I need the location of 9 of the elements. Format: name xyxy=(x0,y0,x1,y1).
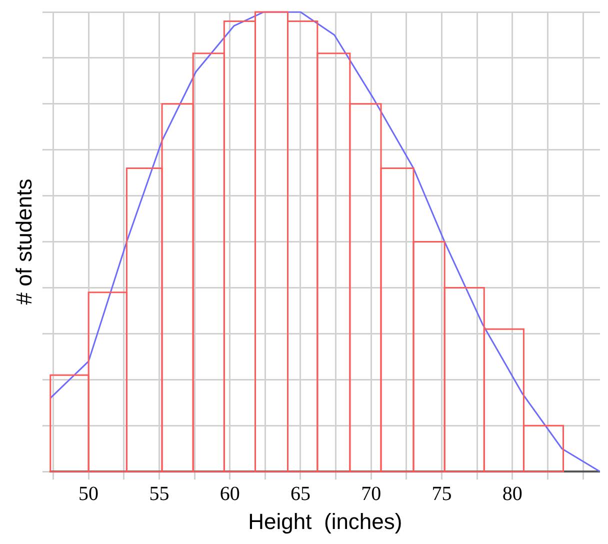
x-tick-label: 75 xyxy=(432,482,452,505)
y-axis-title: # of students xyxy=(11,178,36,305)
x-axis-title: Height (inches) xyxy=(248,508,402,534)
x-tick-label: 70 xyxy=(361,482,382,505)
x-tick-label: 65 xyxy=(290,482,310,505)
x-tick-label: 50 xyxy=(78,482,99,505)
x-tick-label: 60 xyxy=(220,482,240,505)
x-tick-label: 55 xyxy=(149,482,170,505)
x-tick-label: 80 xyxy=(502,482,522,505)
